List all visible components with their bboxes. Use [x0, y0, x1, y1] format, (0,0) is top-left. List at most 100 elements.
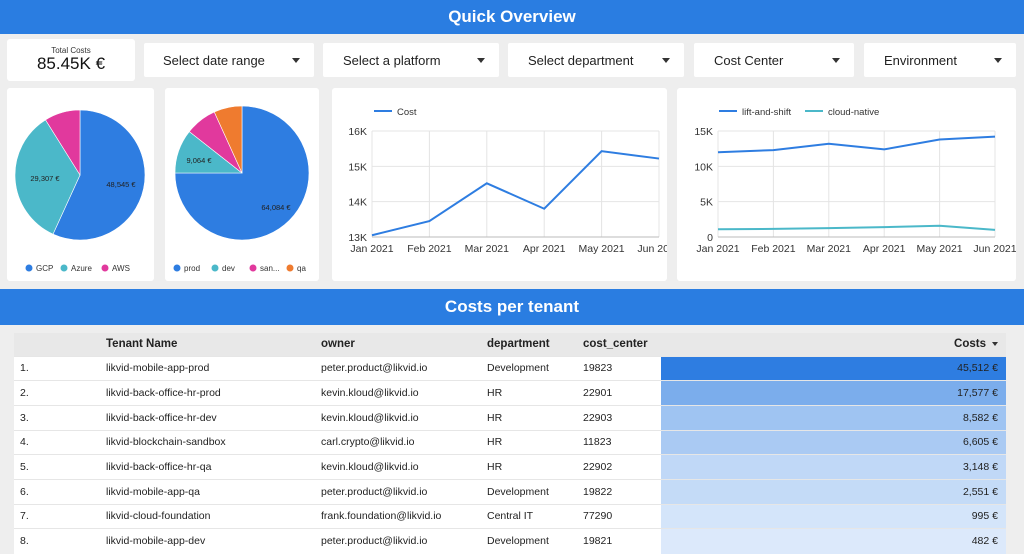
column-header-tenant-name[interactable]: Tenant Name [106, 338, 178, 351]
chevron-down-icon [662, 58, 670, 63]
y-tick-label: 0 [707, 232, 713, 244]
cost-cell: 3,148 € [661, 454, 1006, 480]
owner-cell: frank.foundation@likvid.io [321, 510, 442, 523]
pie-slice-qa[interactable] [213, 105, 243, 174]
pie-data-label: 48,545 € [106, 180, 136, 189]
tenant-name-cell: likvid-back-office-hr-prod [106, 387, 221, 400]
department-cell: HR [487, 411, 503, 424]
row-index: 1. [20, 362, 29, 375]
table-row[interactable]: 6. likvid-mobile-app-qa peter.product@likv… [14, 479, 1006, 505]
cost-center-cell: 22902 [583, 461, 613, 474]
legend-entry[interactable]: san... [260, 264, 280, 273]
legend-swatch [211, 264, 219, 272]
y-tick-label: 10K [694, 161, 713, 173]
owner-cell: peter.product@likvid.io [321, 485, 428, 498]
x-tick-label: Feb 2021 [751, 243, 796, 255]
cost-cell: 482 € [661, 528, 1006, 554]
platform-pie-chart: 48,545 € 29,307 € GCP Azure AWS [7, 88, 154, 281]
row-index: 6. [20, 485, 29, 498]
series-line-cloud-native[interactable] [717, 224, 996, 231]
legend-entry[interactable]: qa [297, 264, 306, 273]
legend-entry[interactable]: dev [222, 264, 235, 273]
column-header-owner[interactable]: owner [321, 338, 355, 351]
owner-cell: kevin.kloud@likvid.io [321, 411, 419, 424]
column-header-index [14, 333, 100, 356]
environment-pie-chart: 64,084 € 9,064 € prod dev san... qa [165, 88, 319, 281]
environment-pie-svg: 64,084 € 9,064 € prod dev san... qa [173, 105, 310, 273]
pie-slice-gcp[interactable] [52, 109, 146, 241]
platform-filter[interactable]: Select a platform [323, 43, 499, 77]
column-header-costs[interactable]: Costs [661, 333, 1006, 356]
column-header-cost-center[interactable]: cost_center [583, 338, 648, 351]
tenant-name-cell: likvid-back-office-hr-dev [106, 411, 217, 424]
tenant-name-cell: likvid-mobile-app-prod [106, 362, 210, 375]
cost-cell: 6,605 € [661, 430, 1006, 455]
table-row[interactable]: 1. likvid-mobile-app-prod peter.product@li… [14, 356, 1006, 381]
owner-cell: kevin.kloud@likvid.io [321, 461, 419, 474]
x-tick-label: Apr 2021 [523, 243, 566, 255]
pie-data-label: 9,064 € [186, 156, 212, 165]
department-cell: HR [487, 387, 503, 400]
row-index: 4. [20, 436, 29, 449]
tenant-name-cell: likvid-back-office-hr-qa [106, 461, 212, 474]
legend-swatch [60, 264, 68, 272]
platform-pie-svg: 48,545 € 29,307 € GCP Azure AWS [14, 109, 146, 273]
cost-line-chart: 13K 14K 15K 16K Jan 2021 Feb 2021 Mar 2021 Apr … [332, 88, 681, 281]
legend-entry[interactable]: cloud-native [828, 107, 879, 118]
tenant-name-cell: likvid-mobile-app-qa [106, 485, 200, 498]
y-tick-label: 15K [348, 161, 367, 173]
chevron-down-icon [477, 58, 485, 63]
date-range-filter[interactable]: Select date range [144, 43, 314, 77]
department-filter[interactable]: Select department [508, 43, 684, 77]
owner-cell: kevin.kloud@likvid.io [321, 387, 419, 400]
series-line-lift-and-shift[interactable] [717, 135, 996, 154]
table-row[interactable]: 2. likvid-back-office-hr-prod kevin.kloud@… [14, 380, 1006, 406]
row-index: 8. [20, 535, 29, 548]
legend-entry[interactable]: AWS [112, 264, 130, 273]
date-range-filter-label: Select date range [163, 53, 265, 68]
pie-slice-azure[interactable] [14, 119, 81, 235]
pie-slice-aws[interactable] [45, 109, 81, 177]
y-tick-label: 5K [700, 197, 713, 209]
chevron-down-icon [994, 58, 1002, 63]
table-header-row: Tenant Name owner department cost_center… [14, 333, 1006, 356]
department-cell: HR [487, 461, 503, 474]
table-row[interactable]: 3. likvid-back-office-hr-dev kevin.kloud@l… [14, 405, 1006, 431]
table-row[interactable]: 8. likvid-mobile-app-dev peter.product@lik… [14, 528, 1006, 554]
owner-cell: carl.crypto@likvid.io [321, 436, 415, 449]
legend-entry[interactable]: lift-and-shift [742, 107, 791, 118]
legend-swatch [101, 264, 109, 272]
pie-slice-prod[interactable] [174, 105, 310, 241]
x-tick-label: Jun 2021 [973, 243, 1016, 255]
legend-entry[interactable]: Cost [397, 107, 417, 118]
table-row[interactable]: 5. likvid-back-office-hr-qa kevin.kloud@li… [14, 454, 1006, 480]
environment-filter[interactable]: Environment [864, 43, 1016, 77]
y-tick-label: 16K [348, 126, 367, 138]
chevron-down-icon [832, 58, 840, 63]
row-index: 3. [20, 411, 29, 424]
y-tick-label: 13K [348, 232, 367, 244]
department-cell: Central IT [487, 510, 534, 523]
cost-cell: 2,551 € [661, 479, 1006, 505]
migration-line-svg: 0 5K 10K 15K Jan 2021 Feb 2021 Mar 2021 Apr 202… [694, 107, 1016, 255]
row-index: 5. [20, 461, 29, 474]
owner-cell: peter.product@likvid.io [321, 362, 428, 375]
series-line-cost[interactable] [371, 150, 660, 237]
legend-entry[interactable]: GCP [36, 264, 53, 273]
total-costs-scorecard: Total Costs 85.45K € [7, 39, 135, 81]
migration-line-chart: 0 5K 10K 15K Jan 2021 Feb 2021 Mar 2021 Apr 202… [677, 88, 1017, 281]
legend-entry[interactable]: Azure [71, 264, 92, 273]
column-header-department[interactable]: department [487, 338, 550, 351]
table-row[interactable]: 7. likvid-cloud-foundation frank.foundatio… [14, 504, 1006, 529]
y-tick-label: 15K [694, 126, 713, 138]
column-header-costs-label: Costs [954, 338, 986, 351]
tenant-name-cell: likvid-mobile-app-dev [106, 535, 206, 548]
cost-center-filter[interactable]: Cost Center [694, 43, 854, 77]
table-row[interactable]: 4. likvid-blockchain-sandbox carl.crypto@l… [14, 430, 1006, 455]
pie-data-label: 64,084 € [261, 203, 291, 212]
tenant-name-cell: likvid-cloud-foundation [106, 510, 211, 523]
department-filter-label: Select department [528, 53, 634, 68]
department-cell: HR [487, 436, 503, 449]
cost-center-cell: 19822 [583, 485, 613, 498]
legend-entry[interactable]: prod [184, 264, 200, 273]
